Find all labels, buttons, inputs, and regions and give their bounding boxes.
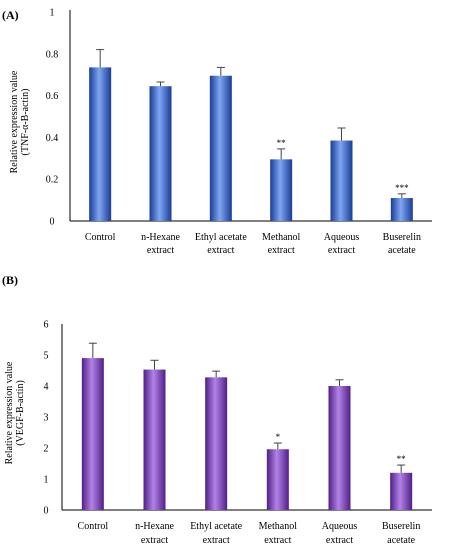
panel-b-category-label: Ethyl acetate — [190, 521, 242, 532]
panel-a-bar — [209, 75, 232, 222]
panel-a-category-label: Buserelin — [383, 232, 421, 243]
panel-a-ytick-label: 1 — [50, 8, 55, 19]
panel-a-category-label-line2: extract — [207, 245, 234, 256]
panel-a-ytick-label: 0.6 — [46, 91, 59, 102]
panel-a-category-label: Methanol — [262, 232, 301, 243]
panel-a-category-label-line2: extract — [328, 245, 355, 256]
panel-b-ytick-label: 3 — [44, 413, 49, 424]
panel-a-significance: ** — [277, 138, 287, 148]
panel-b-bar — [390, 472, 413, 510]
panel-b-category-label: n-Hexane — [135, 521, 174, 532]
panel-b-significance: ** — [397, 454, 407, 464]
panel-b-chart: (B) Relative expression value (VEGF-B-ac… — [2, 273, 432, 546]
panel-b-ylabel-sub: (VEGF-B-actin) — [15, 380, 26, 446]
panel-a-bar — [149, 86, 172, 221]
panel-a-ytick-label: 0.2 — [46, 175, 59, 186]
panel-b-bar — [205, 377, 228, 510]
panel-a-ylabel-sub: (TNF-α-B-actin) — [20, 89, 31, 156]
panel-a-label: (A) — [2, 8, 19, 22]
panel-b-ytick-label: 6 — [44, 320, 49, 331]
panel-b-ylabel: Relative expression value — [4, 361, 15, 464]
panel-b-significance: * — [276, 432, 281, 442]
panel-a-significance: *** — [395, 183, 409, 193]
panel-b-category-label-line2: extract — [264, 535, 291, 546]
panel-a-ytick-label: 0.8 — [46, 49, 59, 60]
panel-a-chart: (A) Relative expression value (TNF-α-B-a… — [2, 8, 432, 256]
panel-a-category-label-line2: extract — [147, 245, 174, 256]
panel-b-bar — [328, 386, 351, 510]
panel-b-category-label: Control — [78, 521, 109, 532]
panel-b-bar — [81, 358, 104, 510]
panel-b-label: (B) — [2, 273, 18, 287]
panel-a-category-label-line2: acetate — [388, 245, 416, 256]
panel-b-bar — [266, 449, 289, 510]
panel-b-ytick-label: 1 — [44, 475, 49, 486]
panel-a-ylabel: Relative expression value — [9, 70, 20, 173]
panel-b-category-label-line2: extract — [326, 535, 353, 546]
panel-a-bar — [270, 159, 293, 221]
panel-b-category-label-line2: extract — [203, 535, 230, 546]
panel-b-category-label: Buserelin — [382, 521, 420, 532]
panel-b-category-label-line2: acetate — [387, 535, 415, 546]
panel-b-category-label-line2: extract — [141, 535, 168, 546]
panel-a-bar — [330, 140, 353, 221]
panel-a-category-label-line2: extract — [268, 245, 295, 256]
panel-b-ytick-label: 4 — [44, 382, 49, 393]
panel-a-bar — [390, 198, 413, 221]
panel-a-ytick-label: 0 — [50, 217, 55, 228]
panel-b-ytick-label: 0 — [44, 506, 49, 517]
panel-a-category-label: Ethyl acetate — [195, 232, 247, 243]
panel-a-category-label: Aqueous — [324, 232, 360, 243]
panel-b-ytick-label: 5 — [44, 351, 49, 362]
panel-b-bar — [143, 369, 166, 510]
panel-a-bar — [89, 67, 112, 221]
panel-b-category-label: Methanol — [259, 521, 298, 532]
panel-a-category-label: Control — [85, 232, 116, 243]
panel-b-category-label: Aqueous — [322, 521, 358, 532]
panel-a-category-label: n-Hexane — [141, 232, 180, 243]
panel-a-ytick-label: 0.4 — [46, 133, 59, 144]
panel-b-ytick-label: 2 — [44, 444, 49, 455]
